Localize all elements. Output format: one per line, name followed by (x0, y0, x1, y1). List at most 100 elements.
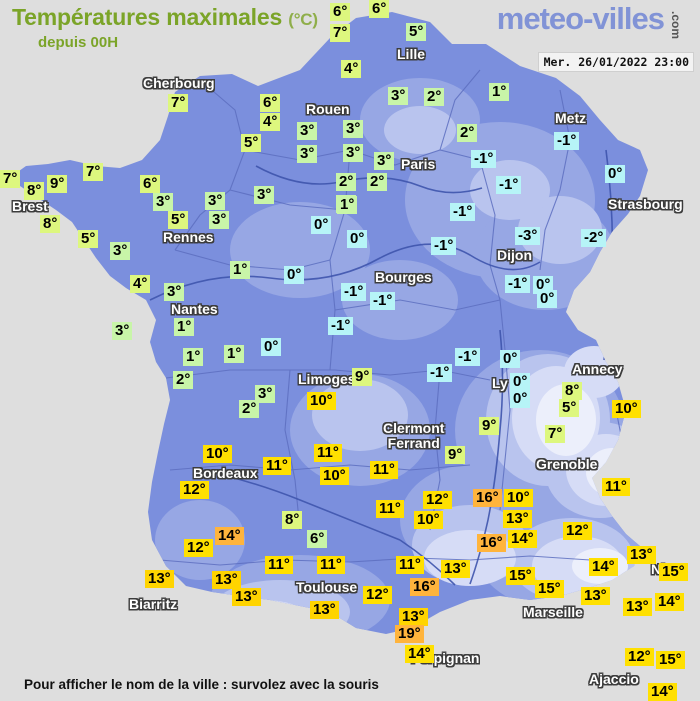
temperature-chip[interactable]: 10° (203, 445, 232, 463)
temperature-chip[interactable]: 5° (168, 211, 189, 229)
temperature-chip[interactable]: 5° (241, 134, 262, 152)
temperature-chip[interactable]: -1° (554, 132, 580, 150)
temperature-chip[interactable]: 2° (336, 173, 357, 191)
temperature-chip[interactable]: 11° (370, 461, 398, 479)
temperature-chip[interactable]: 14° (215, 527, 244, 545)
temperature-chip[interactable]: 12° (184, 539, 213, 557)
temperature-chip[interactable]: 13° (212, 571, 241, 589)
temperature-chip[interactable]: 5° (406, 23, 427, 41)
temperature-chip[interactable]: 1° (174, 318, 195, 336)
temperature-chip[interactable]: 3° (164, 283, 185, 301)
temperature-chip[interactable]: 3° (110, 242, 131, 260)
temperature-chip[interactable]: 11° (263, 457, 291, 475)
temperature-chip[interactable]: 2° (239, 400, 260, 418)
temperature-chip[interactable]: 11° (396, 556, 424, 574)
temperature-chip[interactable]: 13° (145, 570, 174, 588)
temperature-chip[interactable]: 2° (367, 173, 388, 191)
temperature-chip[interactable]: 10° (612, 400, 641, 418)
temperature-chip[interactable]: 4° (130, 275, 151, 293)
temperature-chip[interactable]: 14° (655, 593, 684, 611)
temperature-chip[interactable]: 13° (581, 587, 610, 605)
temperature-chip[interactable]: 14° (508, 530, 537, 548)
temperature-chip[interactable]: 8° (562, 382, 583, 400)
temperature-chip[interactable]: -1° (496, 176, 522, 194)
temperature-chip[interactable]: 3° (388, 87, 409, 105)
temperature-chip[interactable]: 15° (506, 567, 535, 585)
temperature-chip[interactable]: 13° (627, 546, 656, 564)
temperature-chip[interactable]: -2° (581, 229, 607, 247)
temperature-chip[interactable]: 12° (563, 522, 592, 540)
temperature-chip[interactable]: 13° (399, 608, 428, 626)
temperature-chip[interactable]: 8° (24, 182, 45, 200)
temperature-chip[interactable]: 6° (330, 3, 351, 21)
temperature-chip[interactable]: 0° (311, 216, 332, 234)
temperature-chip[interactable]: 7° (83, 163, 104, 181)
temperature-chip[interactable]: 13° (503, 510, 532, 528)
temperature-chip[interactable]: 8° (282, 511, 303, 529)
temperature-chip[interactable]: 9° (352, 368, 373, 386)
temperature-chip[interactable]: -3° (515, 227, 541, 245)
temperature-chip[interactable]: 0° (261, 338, 282, 356)
temperature-chip[interactable]: 5° (559, 399, 580, 417)
site-logo[interactable]: meteo-villes .com (497, 2, 692, 42)
temperature-chip[interactable]: 1° (224, 345, 245, 363)
temperature-chip[interactable]: 13° (310, 601, 339, 619)
temperature-chip[interactable]: 2° (173, 371, 194, 389)
temperature-chip[interactable]: 15° (656, 651, 685, 669)
temperature-chip[interactable]: 9° (479, 417, 500, 435)
temperature-chip[interactable]: 0° (605, 165, 626, 183)
temperature-chip[interactable]: 3° (297, 122, 318, 140)
temperature-chip[interactable]: 7° (330, 24, 351, 42)
temperature-chip[interactable]: 14° (648, 683, 677, 701)
temperature-chip[interactable]: 1° (337, 196, 358, 214)
temperature-chip[interactable]: 11° (265, 556, 293, 574)
temperature-chip[interactable]: 3° (255, 385, 276, 403)
temperature-chip[interactable]: -1° (427, 364, 453, 382)
temperature-chip[interactable]: 0° (533, 276, 554, 294)
temperature-chip[interactable]: 3° (112, 322, 133, 340)
temperature-chip[interactable]: 0° (284, 266, 305, 284)
temperature-chip[interactable]: 4° (341, 60, 362, 78)
temperature-chip[interactable]: 5° (78, 230, 99, 248)
temperature-chip[interactable]: 11° (314, 444, 342, 462)
temperature-chip[interactable]: 6° (369, 0, 390, 18)
temperature-chip[interactable]: 12° (363, 586, 392, 604)
temperature-chip[interactable]: 12° (423, 491, 452, 509)
temperature-chip[interactable]: -1° (450, 203, 476, 221)
temperature-chip[interactable]: 16° (410, 578, 439, 596)
temperature-chip[interactable]: -1° (370, 292, 396, 310)
temperature-chip[interactable]: -1° (341, 283, 367, 301)
temperature-chip[interactable]: 15° (659, 563, 688, 581)
temperature-chip[interactable]: 2° (457, 124, 478, 142)
temperature-chip[interactable]: 9° (445, 446, 466, 464)
temperature-chip[interactable]: 16° (477, 534, 506, 552)
temperature-chip[interactable]: 13° (232, 588, 261, 606)
temperature-chip[interactable]: 19° (395, 625, 424, 643)
temperature-chip[interactable]: 1° (230, 261, 251, 279)
temperature-chip[interactable]: -1° (431, 237, 457, 255)
temperature-chip[interactable]: 0° (500, 350, 521, 368)
temperature-chip[interactable]: 6° (307, 530, 328, 548)
temperature-chip[interactable]: 3° (374, 152, 395, 170)
temperature-chip[interactable]: 7° (545, 425, 566, 443)
temperature-chip[interactable]: 16° (473, 489, 502, 507)
temperature-chip[interactable]: 0° (510, 373, 531, 391)
temperature-chip[interactable]: 4° (260, 113, 281, 131)
temperature-chip[interactable]: 3° (205, 192, 226, 210)
temperature-chip[interactable]: -1° (505, 275, 531, 293)
temperature-chip[interactable]: -1° (328, 317, 354, 335)
temperature-chip[interactable]: 2° (424, 88, 445, 106)
temperature-chip[interactable]: -1° (471, 150, 497, 168)
temperature-chip[interactable]: 14° (405, 645, 434, 663)
temperature-chip[interactable]: 0° (347, 230, 368, 248)
temperature-chip[interactable]: 3° (297, 145, 318, 163)
temperature-chip[interactable]: 15° (535, 580, 564, 598)
temperature-chip[interactable]: 7° (0, 170, 21, 188)
temperature-chip[interactable]: 10° (504, 489, 533, 507)
temperature-chip[interactable]: -1° (455, 348, 481, 366)
temperature-chip[interactable]: 6° (260, 94, 281, 112)
temperature-chip[interactable]: 14° (589, 558, 618, 576)
temperature-chip[interactable]: 10° (320, 467, 349, 485)
temperature-chip[interactable]: 10° (414, 511, 443, 529)
temperature-chip[interactable]: 1° (183, 348, 204, 366)
